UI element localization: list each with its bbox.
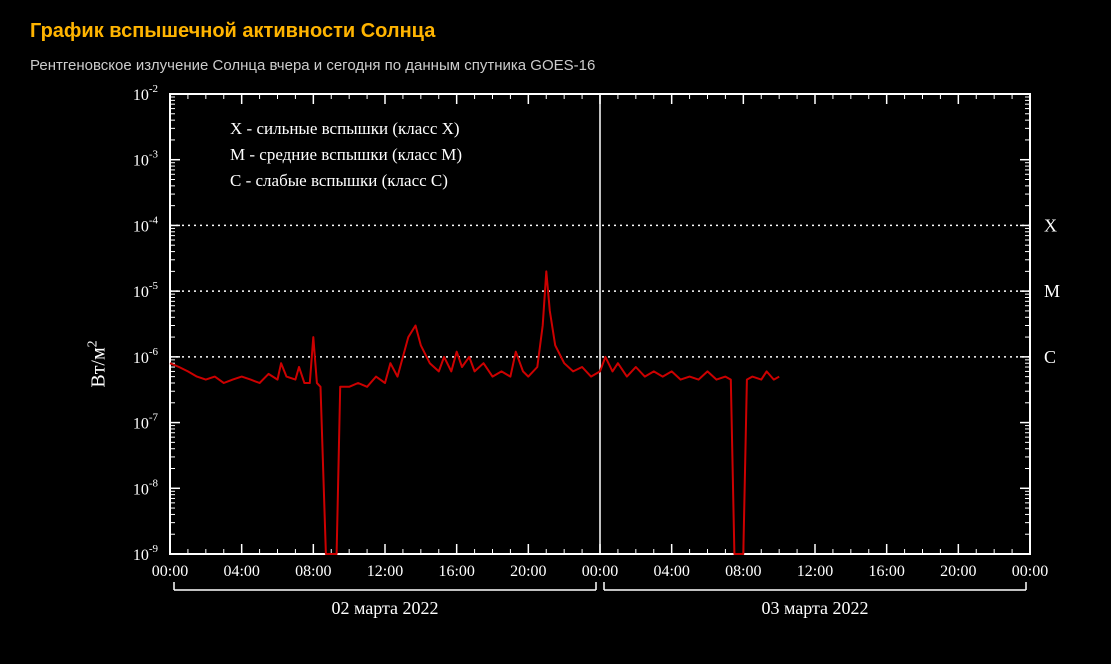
svg-text:10-4: 10-4: [133, 214, 159, 235]
svg-text:20:00: 20:00: [940, 563, 976, 580]
svg-text:10-5: 10-5: [133, 280, 159, 301]
svg-text:00:00: 00:00: [152, 563, 188, 580]
svg-text:16:00: 16:00: [438, 563, 474, 580]
svg-text:12:00: 12:00: [797, 563, 833, 580]
svg-text:C: C: [1044, 347, 1056, 367]
svg-text:08:00: 08:00: [295, 563, 331, 580]
svg-text:M: M: [1044, 281, 1060, 301]
chart-subtitle: Рентгеновское излучение Солнца вчера и с…: [30, 57, 1081, 74]
svg-text:10-6: 10-6: [133, 346, 159, 367]
y-axis-label: Вт/м2: [86, 340, 111, 387]
chart-area: Вт/м2 00:0004:0008:0012:0016:0020:0000:0…: [30, 84, 1070, 644]
svg-text:16:00: 16:00: [868, 563, 904, 580]
svg-text:10-2: 10-2: [133, 84, 158, 104]
svg-text:08:00: 08:00: [725, 563, 761, 580]
svg-text:X - сильные вспышки (класс X): X - сильные вспышки (класс X): [230, 119, 460, 138]
svg-text:M - средние вспышки (класс M): M - средние вспышки (класс M): [230, 145, 462, 164]
svg-text:C - слабые вспышки (класс C): C - слабые вспышки (класс C): [230, 171, 448, 190]
svg-text:03 марта 2022: 03 марта 2022: [761, 598, 868, 618]
svg-text:00:00: 00:00: [582, 563, 618, 580]
svg-text:04:00: 04:00: [653, 563, 689, 580]
chart-title: График вспышечной активности Солнца: [30, 20, 1081, 43]
svg-text:12:00: 12:00: [367, 563, 403, 580]
svg-text:00:00: 00:00: [1012, 563, 1048, 580]
svg-text:04:00: 04:00: [223, 563, 259, 580]
flare-chart: 00:00 04:00 08:00 12:00 16:00 20:00 00:00 04:00…: [30, 84, 1070, 644]
svg-text:10-9: 10-9: [133, 543, 159, 564]
svg-text:10-3: 10-3: [133, 149, 159, 170]
svg-text:10-8: 10-8: [133, 477, 159, 498]
svg-text:10-7: 10-7: [133, 412, 159, 433]
svg-text:X: X: [1044, 215, 1057, 235]
svg-text:20:00: 20:00: [510, 563, 546, 580]
svg-text:02 марта 2022: 02 марта 2022: [331, 598, 438, 618]
